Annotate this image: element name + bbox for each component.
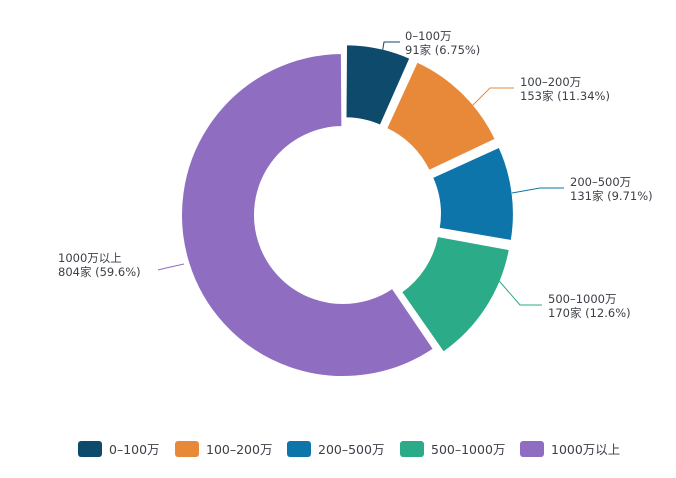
legend-label: 200–500万 xyxy=(318,442,384,457)
slice-label-value: 131家 (9.71%) xyxy=(570,189,653,203)
slice-label-category: 100–200万 xyxy=(520,75,581,89)
legend-swatch xyxy=(520,441,544,457)
slice-100-200 xyxy=(384,60,498,173)
legend-item: 200–500万 xyxy=(287,441,384,457)
leader-line-0-100 xyxy=(380,41,400,61)
slice-label-category: 1000万以上 xyxy=(58,251,122,265)
legend: 0–100万 100–200万 200–500万 500–1000万 1000万以上 xyxy=(78,441,620,457)
legend-label: 0–100万 xyxy=(109,442,160,457)
slice-label-value: 153家 (11.34%) xyxy=(520,89,610,103)
slice-200-500 xyxy=(430,145,515,243)
slice-label-category: 0–100万 xyxy=(405,29,452,43)
slice-label-value: 91家 (6.75%) xyxy=(405,43,480,57)
leader-lines-group xyxy=(157,41,564,306)
legend-label: 100–200万 xyxy=(206,442,272,457)
legend-item: 500–1000万 xyxy=(400,441,505,457)
leader-line-1000-plus xyxy=(157,263,185,271)
legend-swatch xyxy=(287,441,311,457)
slice-label-value: 170家 (12.6%) xyxy=(548,306,631,320)
legend-item: 100–200万 xyxy=(175,441,272,457)
slice-0-100 xyxy=(344,43,412,128)
legend-label: 1000万以上 xyxy=(551,442,620,457)
slice-label-value: 804家 (59.6%) xyxy=(58,265,141,279)
slice-label-category: 200–500万 xyxy=(570,175,631,189)
legend-swatch xyxy=(400,441,424,457)
leader-line-200-500 xyxy=(511,187,564,194)
slice-label-category: 500–1000万 xyxy=(548,292,616,306)
legend-swatch xyxy=(175,441,199,457)
legend-label: 500–1000万 xyxy=(431,442,505,457)
legend-item: 1000万以上 xyxy=(520,441,620,457)
slice-1000-plus xyxy=(180,51,436,378)
slices-group xyxy=(180,43,515,378)
legend-item: 0–100万 xyxy=(78,441,160,457)
slice-500-1000 xyxy=(399,234,512,355)
leader-line-500-1000 xyxy=(493,274,542,306)
legend-swatch xyxy=(78,441,102,457)
leader-line-100-200 xyxy=(469,87,514,109)
